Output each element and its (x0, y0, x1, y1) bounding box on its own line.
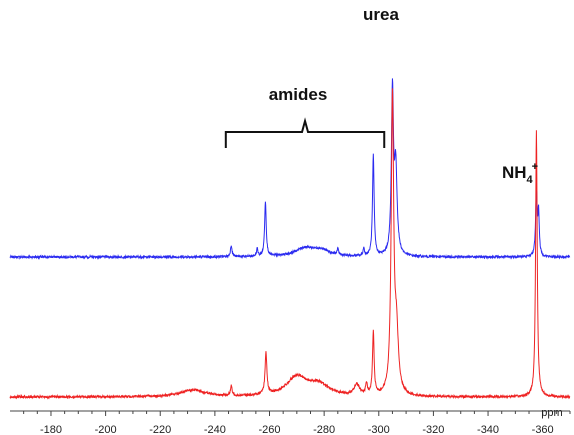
x-tick-label: -280 (313, 424, 335, 435)
annotation-nh4: NH4+ (502, 161, 538, 186)
amides-brace (224, 117, 386, 148)
x-tick-label: -340 (477, 424, 499, 435)
x-tick-label: -320 (422, 424, 444, 435)
nh4-superscript: + (532, 161, 538, 173)
nh4-base: NH (502, 163, 527, 182)
nh4-subscript: 4 (527, 174, 534, 186)
x-tick-label: -180 (40, 424, 62, 435)
x-axis-unit-label: ppm (541, 407, 562, 419)
x-tick-label: -200 (95, 424, 117, 435)
annotation-urea: urea (363, 5, 399, 24)
series-layer (9, 78, 571, 400)
x-tick-label: -260 (258, 424, 280, 435)
x-tick-label: -240 (204, 424, 226, 435)
spectrum-trace-1 (9, 78, 571, 260)
x-axis-ticks: -180 -200 -220 -240 -260 -280 -300 -320 -340 -360 (23, 411, 571, 435)
spectrum-trace-2 (9, 88, 571, 400)
x-tick-label: -220 (149, 424, 171, 435)
x-tick-label: -300 (368, 424, 390, 435)
x-tick-label: -360 (532, 424, 554, 435)
annotation-amides: amides (269, 85, 328, 104)
